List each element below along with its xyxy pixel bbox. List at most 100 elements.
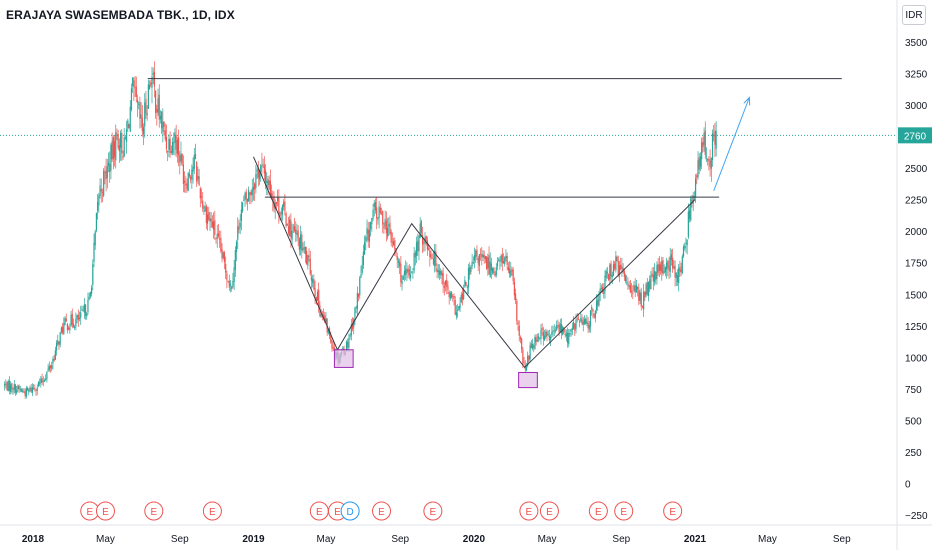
candle-body xyxy=(88,296,90,300)
candle-body xyxy=(522,349,524,364)
candle-body xyxy=(194,153,197,159)
earnings-marker[interactable]: E xyxy=(539,501,559,521)
candle-body xyxy=(623,271,625,277)
candle-body xyxy=(614,263,616,269)
candle-body xyxy=(699,156,702,167)
candle-body xyxy=(283,202,285,207)
candle-body xyxy=(47,368,49,371)
candle-body xyxy=(23,391,25,393)
candle-body xyxy=(128,123,130,129)
candle-body xyxy=(180,153,182,162)
earnings-marker[interactable]: E xyxy=(519,501,539,521)
candle-body xyxy=(618,265,621,276)
candle-body xyxy=(312,278,314,283)
y-tick-label: 3250 xyxy=(905,70,928,81)
candle-body xyxy=(551,331,553,335)
candle-body xyxy=(685,243,687,244)
candle-body xyxy=(273,196,275,208)
candle-body xyxy=(678,268,680,284)
candle-body xyxy=(641,306,644,308)
candle-body xyxy=(347,341,349,348)
candle-body xyxy=(13,384,15,390)
earnings-marker[interactable]: E xyxy=(663,501,683,521)
candle-body xyxy=(371,217,373,224)
candle-body xyxy=(26,387,29,391)
candle-body xyxy=(74,326,76,329)
candle-body xyxy=(702,142,704,148)
earnings-marker[interactable]: E xyxy=(614,501,634,521)
currency-button[interactable]: IDR xyxy=(902,5,926,25)
candle-body xyxy=(361,264,363,273)
event-marker-label: E xyxy=(595,507,602,518)
earnings-marker[interactable]: E xyxy=(588,501,608,521)
candle-body xyxy=(171,141,174,153)
candle-body xyxy=(287,226,290,234)
candle-body xyxy=(266,181,268,183)
candle-body xyxy=(447,286,449,290)
candle-body xyxy=(227,281,229,283)
candle-body xyxy=(185,183,187,186)
candle-body xyxy=(262,164,264,166)
candle-body xyxy=(469,267,471,275)
candle-body xyxy=(289,219,291,237)
earnings-marker[interactable]: E xyxy=(95,501,115,521)
candle-body xyxy=(548,335,551,341)
candle-body xyxy=(147,84,149,109)
earnings-marker[interactable]: E xyxy=(423,501,443,521)
candle-body xyxy=(519,337,522,340)
event-marker-label: E xyxy=(378,507,385,518)
candle-body xyxy=(145,99,147,113)
y-tick-label: 2250 xyxy=(905,196,928,207)
candle-body xyxy=(256,169,258,172)
candle-body xyxy=(159,115,162,120)
candle-body xyxy=(621,266,623,269)
candle-body xyxy=(600,288,602,290)
candle-body xyxy=(669,256,671,272)
candle-body xyxy=(428,248,430,250)
candle-body xyxy=(708,159,710,162)
candle-body xyxy=(333,347,336,351)
candle-body xyxy=(14,384,17,393)
earnings-marker[interactable]: E xyxy=(372,501,392,521)
candle-body xyxy=(83,304,85,313)
earnings-marker[interactable]: E xyxy=(202,501,222,521)
candle-body xyxy=(61,327,64,333)
candle-body xyxy=(162,121,164,133)
candle-body xyxy=(205,206,207,224)
candle-body xyxy=(190,176,192,180)
candle-body xyxy=(110,144,112,171)
dividend-marker[interactable]: D xyxy=(340,501,360,521)
candle-body xyxy=(188,173,191,177)
x-tick-label: 2019 xyxy=(242,534,265,545)
candle-body xyxy=(391,241,393,243)
candle-body xyxy=(547,334,549,336)
earnings-marker[interactable]: E xyxy=(309,501,329,521)
candle-body xyxy=(695,178,697,198)
candle-body xyxy=(479,254,482,256)
candle-body xyxy=(425,235,427,242)
y-tick-label: 2500 xyxy=(905,164,928,175)
candle-body xyxy=(55,342,58,351)
candle-body xyxy=(77,315,79,320)
candle-body xyxy=(267,178,269,188)
candle-body xyxy=(264,170,267,183)
candle-body xyxy=(113,140,116,158)
candle-body xyxy=(186,183,188,190)
candle-body xyxy=(459,303,461,309)
candle-body xyxy=(225,263,227,273)
y-tick-label: 1500 xyxy=(905,290,928,301)
candle-body xyxy=(546,331,548,336)
candle-body xyxy=(307,255,309,266)
candle-body xyxy=(4,384,6,386)
candle-body xyxy=(275,202,278,204)
candle-body xyxy=(452,296,454,297)
candle-body xyxy=(184,180,186,183)
candle-body xyxy=(402,276,404,280)
event-marker-label: D xyxy=(346,507,353,518)
candle-body xyxy=(70,315,72,326)
earnings-marker[interactable]: E xyxy=(144,501,164,521)
candle-body xyxy=(676,275,679,283)
candle-body xyxy=(119,132,122,148)
